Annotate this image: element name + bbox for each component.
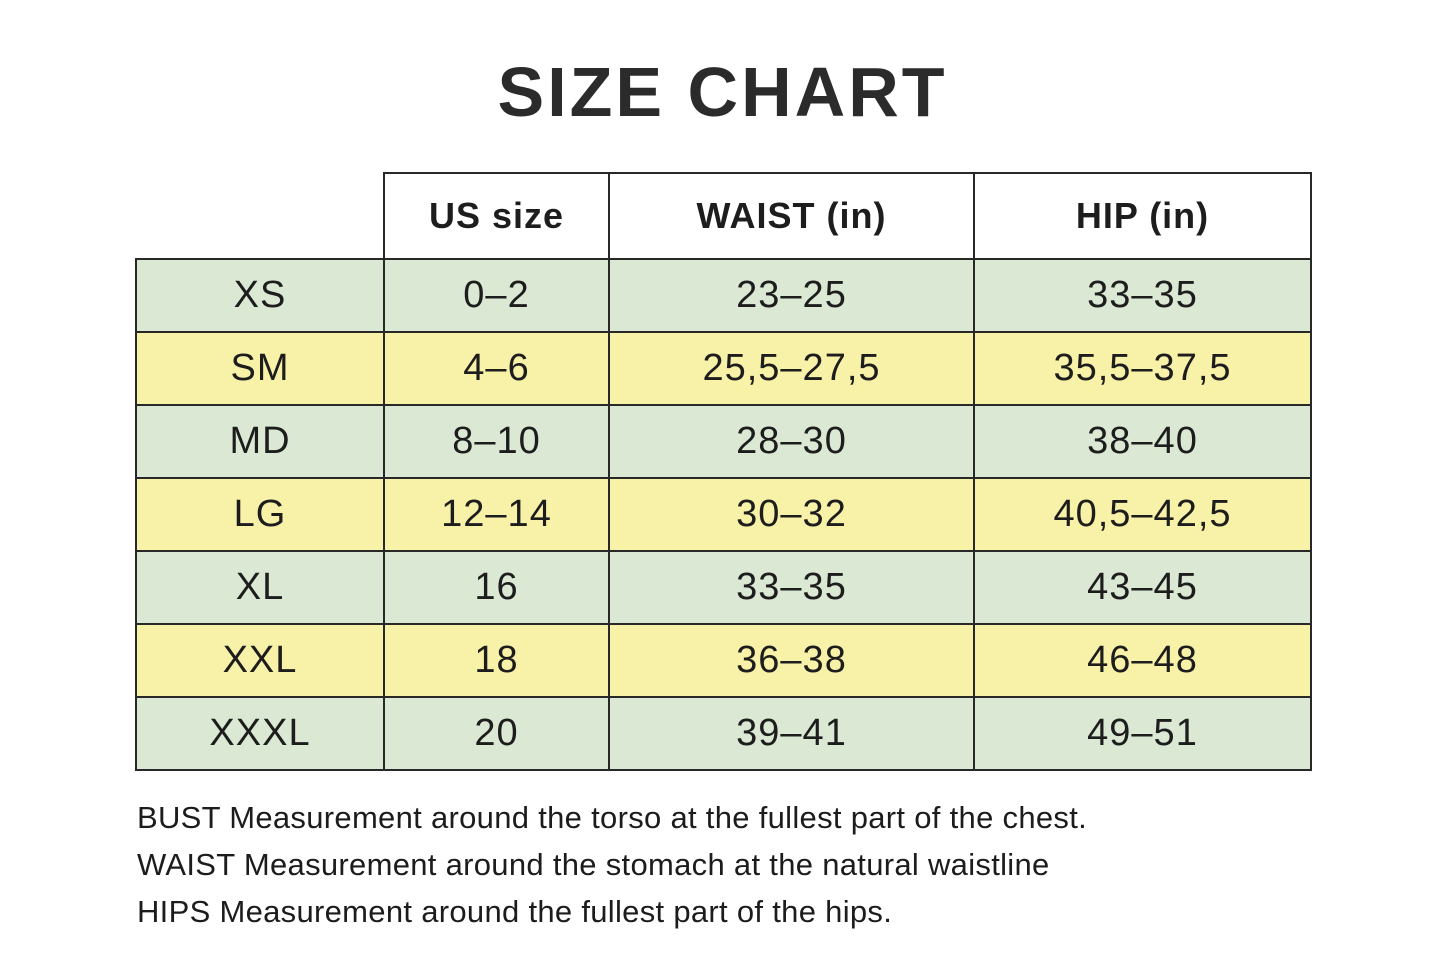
size-cell: XXL xyxy=(135,623,385,698)
table-row-xl: XL 16 33–35 43–45 xyxy=(135,550,1312,625)
hip-cell: 43–45 xyxy=(973,550,1312,625)
table-row-xxxl: XXXL 20 39–41 49–51 xyxy=(135,696,1312,771)
size-cell: LG xyxy=(135,477,385,552)
us-size-cell: 20 xyxy=(383,696,610,771)
table-row-xs: XS 0–2 23–25 33–35 xyxy=(135,258,1312,333)
size-cell: MD xyxy=(135,404,385,479)
corner-cell xyxy=(136,173,384,259)
waist-cell: 28–30 xyxy=(608,404,975,479)
table-row-sm: SM 4–6 25,5–27,5 35,5–37,5 xyxy=(135,331,1312,406)
table-row-xxl: XXL 18 36–38 46–48 xyxy=(135,623,1312,698)
col-header-waist: WAIST (in) xyxy=(608,172,975,260)
table-row-md: MD 8–10 28–30 38–40 xyxy=(135,404,1312,479)
us-size-cell: 0–2 xyxy=(383,258,610,333)
hip-cell: 38–40 xyxy=(973,404,1312,479)
page-title: SIZE CHART xyxy=(497,53,948,131)
size-cell: XL xyxy=(135,550,385,625)
table-row-lg: LG 12–14 30–32 40,5–42,5 xyxy=(135,477,1312,552)
size-table: US size WAIST (in) HIP (in) XS 0–2 23–25… xyxy=(135,172,1312,771)
size-cell: XS xyxy=(135,258,385,333)
waist-cell: 33–35 xyxy=(608,550,975,625)
hip-cell: 46–48 xyxy=(973,623,1312,698)
waist-cell: 39–41 xyxy=(608,696,975,771)
header-row: US size WAIST (in) HIP (in) xyxy=(136,172,1312,260)
col-header-hip: HIP (in) xyxy=(973,172,1312,260)
note-hips: HIPS Measurement around the fullest part… xyxy=(137,894,893,929)
size-cell: SM xyxy=(135,331,385,406)
us-size-cell: 12–14 xyxy=(383,477,610,552)
us-size-cell: 8–10 xyxy=(383,404,610,479)
hip-cell: 33–35 xyxy=(973,258,1312,333)
measurement-notes: BUST Measurement around the torso at the… xyxy=(137,794,1087,935)
hip-cell: 35,5–37,5 xyxy=(973,331,1312,406)
us-size-cell: 4–6 xyxy=(383,331,610,406)
waist-cell: 30–32 xyxy=(608,477,975,552)
waist-cell: 25,5–27,5 xyxy=(608,331,975,406)
us-size-cell: 18 xyxy=(383,623,610,698)
waist-cell: 23–25 xyxy=(608,258,975,333)
note-waist: WAIST Measurement around the stomach at … xyxy=(137,847,1050,882)
hip-cell: 40,5–42,5 xyxy=(973,477,1312,552)
note-bust: BUST Measurement around the torso at the… xyxy=(137,800,1088,835)
col-header-us-size: US size xyxy=(383,172,610,260)
hip-cell: 49–51 xyxy=(973,696,1312,771)
us-size-cell: 16 xyxy=(383,550,610,625)
waist-cell: 36–38 xyxy=(608,623,975,698)
size-cell: XXXL xyxy=(135,696,385,771)
